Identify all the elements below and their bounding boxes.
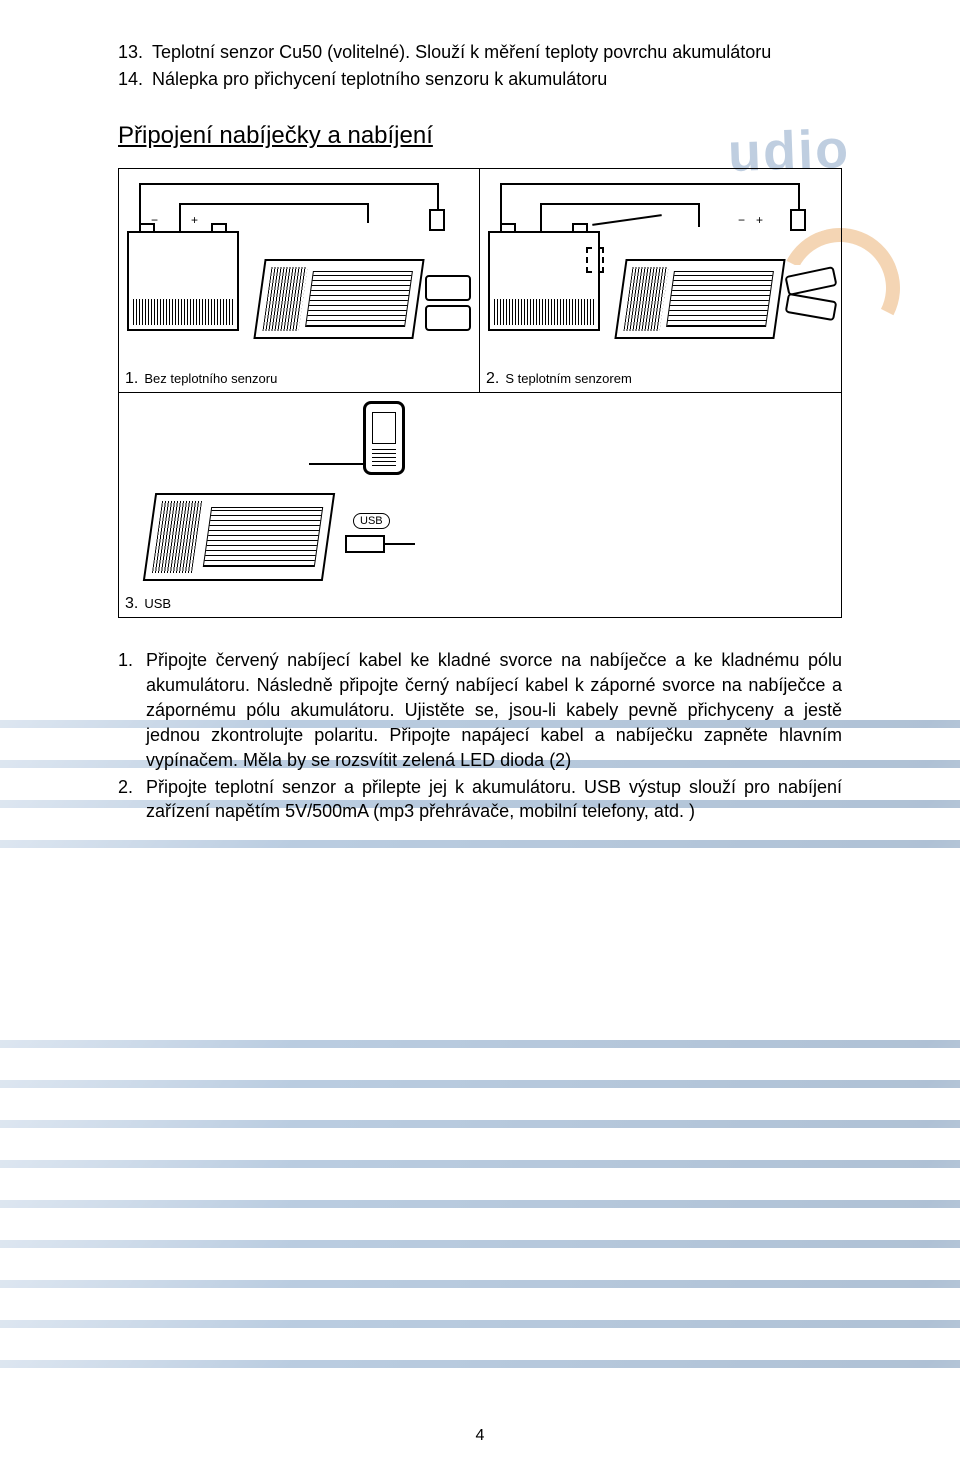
connection-diagram: − + 1. Bez teplotn bbox=[118, 168, 842, 618]
panel-caption: USB bbox=[144, 596, 171, 611]
charger-icon bbox=[614, 259, 785, 339]
list-item-text: Nálepka pro přichycení teplotního senzor… bbox=[152, 67, 842, 92]
diagram-panel-1: − + 1. Bez teplotn bbox=[119, 169, 480, 392]
charger-icon bbox=[143, 493, 335, 581]
clamp-icon bbox=[786, 265, 836, 325]
list-item-text: Připojte červený nabíjecí kabel ke kladn… bbox=[146, 648, 842, 772]
charger-icon bbox=[253, 259, 424, 339]
diagram-panel-3: USB 3. USB bbox=[119, 393, 841, 617]
panel-caption: S teplotním senzorem bbox=[505, 371, 631, 386]
page-number: 4 bbox=[0, 1427, 960, 1445]
battery-icon bbox=[127, 231, 239, 331]
usb-plug-icon bbox=[345, 535, 385, 553]
battery-icon bbox=[488, 231, 600, 331]
panel-number: 1. bbox=[125, 370, 138, 388]
section-heading: Připojení nabíječky a nabíjení bbox=[118, 122, 842, 150]
top-numbered-list: 13. Teplotní senzor Cu50 (volitelné). Sl… bbox=[118, 40, 842, 92]
list-item-text: Teplotní senzor Cu50 (volitelné). Slouží… bbox=[152, 40, 842, 65]
list-item-number: 2. bbox=[118, 775, 146, 825]
usb-tag: USB bbox=[353, 513, 390, 529]
diagram-panel-2: − + bbox=[480, 169, 841, 392]
plus-sign: + bbox=[756, 213, 763, 227]
instruction-list: 1. Připojte červený nabíjecí kabel ke kl… bbox=[118, 648, 842, 824]
list-item-number: 14. bbox=[118, 67, 152, 92]
list-item-number: 1. bbox=[118, 648, 146, 772]
clamp-icon bbox=[425, 275, 471, 301]
list-item-number: 13. bbox=[118, 40, 152, 65]
panel-number: 3. bbox=[125, 595, 138, 613]
list-item-text: Připojte teplotní senzor a přilepte jej … bbox=[146, 775, 842, 825]
panel-number: 2. bbox=[486, 370, 499, 388]
clamp-icon bbox=[425, 305, 471, 331]
plus-sign: + bbox=[191, 213, 198, 227]
phone-icon bbox=[363, 401, 405, 475]
panel-caption: Bez teplotního senzoru bbox=[144, 371, 277, 386]
minus-sign: − bbox=[738, 213, 745, 227]
